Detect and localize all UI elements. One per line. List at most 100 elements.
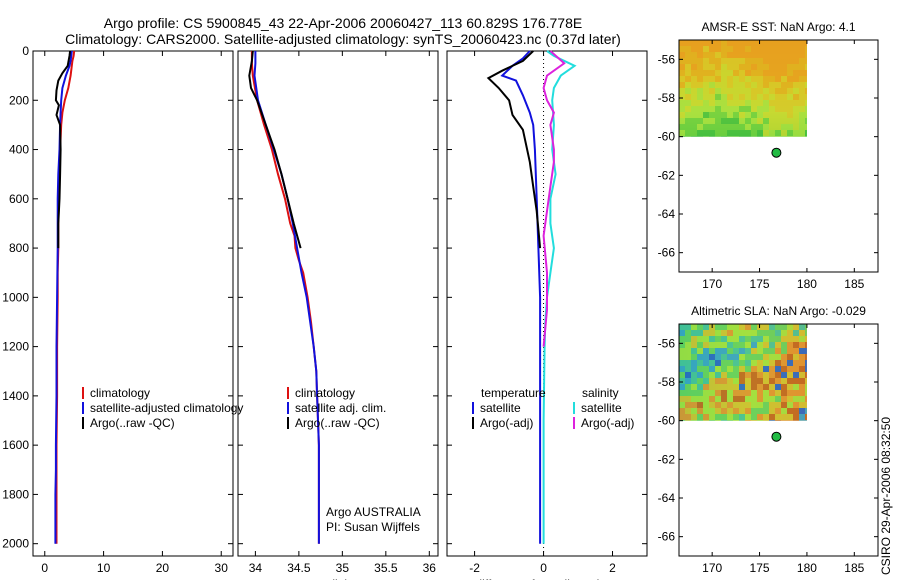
sla-field-cell bbox=[745, 372, 751, 378]
sla-field-cell bbox=[769, 396, 775, 402]
sla-field-cell bbox=[793, 408, 799, 414]
sla-field-cell bbox=[703, 372, 709, 378]
sst-field-cell bbox=[775, 46, 781, 52]
sst-field-cell bbox=[757, 82, 763, 88]
sst-field-cell bbox=[727, 106, 733, 112]
temperature-xtick-label: 30 bbox=[215, 561, 229, 575]
sst-field-cell bbox=[709, 100, 715, 106]
sst-field-cell bbox=[805, 58, 807, 64]
sla-field-cell bbox=[733, 396, 739, 402]
sst-field-cell bbox=[727, 88, 733, 94]
sla-field-cell bbox=[733, 324, 739, 330]
sla-field-cell bbox=[715, 384, 721, 390]
sla-field-cell bbox=[745, 354, 751, 360]
sst-field-cell bbox=[703, 64, 709, 70]
sla-field-cell bbox=[763, 390, 769, 396]
sla-field-cell bbox=[781, 372, 787, 378]
sla-field-cell bbox=[691, 348, 697, 354]
sst-field-cell bbox=[805, 52, 807, 58]
sla-field-cell bbox=[709, 414, 715, 420]
depth-tick-label: 1800 bbox=[2, 487, 29, 501]
sla-field-cell bbox=[763, 336, 769, 342]
sst-field-cell bbox=[679, 46, 685, 52]
sst-field-cell bbox=[793, 46, 799, 52]
sla-lon-tick-label: 175 bbox=[750, 561, 770, 575]
sla-field-cell bbox=[739, 360, 745, 366]
salinity-xtick-label: 35 bbox=[336, 561, 350, 575]
sla-field-cell bbox=[769, 342, 775, 348]
sst-field-cell bbox=[763, 40, 769, 46]
temperature-series-line bbox=[54, 50, 73, 544]
difference-series-line bbox=[542, 50, 566, 347]
sla-field-cell bbox=[763, 408, 769, 414]
sla-field-cell bbox=[757, 348, 763, 354]
sla-field-cell bbox=[721, 336, 727, 342]
salinity-panel: 34 34.5 35 35.5 36 salinity climatologysatelli… bbox=[237, 50, 439, 580]
sst-field-cell bbox=[805, 88, 807, 94]
sst-field-cell bbox=[787, 124, 793, 130]
sla-field-cell bbox=[757, 372, 763, 378]
sla-field-cell bbox=[739, 372, 745, 378]
sst-field-cell bbox=[679, 70, 685, 76]
sla-field-cell bbox=[697, 330, 703, 336]
sla-field-cell bbox=[781, 342, 787, 348]
sla-field-cell bbox=[739, 336, 745, 342]
sla-field-cell bbox=[745, 384, 751, 390]
sst-field-cell bbox=[709, 136, 715, 137]
sst-field-cell bbox=[775, 100, 781, 106]
sla-field-cell bbox=[739, 390, 745, 396]
sst-field-cell bbox=[691, 82, 697, 88]
sst-field-cell bbox=[715, 118, 721, 124]
sla-field-cell bbox=[691, 372, 697, 378]
sla-field-cell bbox=[799, 390, 805, 396]
sla-field-cell bbox=[679, 354, 685, 360]
sla-field-cell bbox=[769, 408, 775, 414]
sla-field-cell bbox=[721, 414, 727, 420]
sst-field-cell bbox=[715, 124, 721, 130]
sla-field-cell bbox=[727, 420, 733, 421]
sla-field-cell bbox=[799, 330, 805, 336]
sst-field-cell bbox=[697, 52, 703, 58]
sla-field-cell bbox=[709, 384, 715, 390]
difference-legend-label: temperature bbox=[481, 386, 546, 400]
sst-field-cell bbox=[733, 100, 739, 106]
sla-field-cell bbox=[715, 342, 721, 348]
sla-field-cell bbox=[679, 384, 685, 390]
sla-field-cell bbox=[715, 330, 721, 336]
sst-field-cell bbox=[697, 82, 703, 88]
sla-field-cell bbox=[709, 390, 715, 396]
sst-field-cell bbox=[733, 70, 739, 76]
sst-field-cell bbox=[763, 46, 769, 52]
sst-field-cell bbox=[793, 82, 799, 88]
sst-field-cell bbox=[727, 94, 733, 100]
sst-field-cell bbox=[703, 118, 709, 124]
sst-field-cell bbox=[751, 118, 757, 124]
sst-field-cell bbox=[751, 40, 757, 46]
sla-field-cell bbox=[715, 366, 721, 372]
sla-field-cell bbox=[751, 378, 757, 384]
sla-field-cell bbox=[787, 366, 793, 372]
sla-field-cell bbox=[709, 360, 715, 366]
sst-field-cell bbox=[769, 46, 775, 52]
sla-field-cell bbox=[679, 330, 685, 336]
sla-field-cell bbox=[721, 342, 727, 348]
sla-field-cell bbox=[781, 384, 787, 390]
sst-field-cell bbox=[781, 82, 787, 88]
sla-field-cell bbox=[685, 408, 691, 414]
sst-field-cell bbox=[745, 40, 751, 46]
sst-argo-position-marker bbox=[771, 147, 782, 158]
sst-field-cell bbox=[775, 136, 781, 137]
sst-field-cell bbox=[685, 76, 691, 82]
sst-field-cell bbox=[691, 100, 697, 106]
sla-field-cell bbox=[691, 390, 697, 396]
sla-field-cell bbox=[757, 366, 763, 372]
sla-field-cell bbox=[727, 360, 733, 366]
sst-field-cell bbox=[703, 70, 709, 76]
sla-field-cell bbox=[751, 408, 757, 414]
sla-field-cell bbox=[733, 336, 739, 342]
sst-field-cell bbox=[691, 88, 697, 94]
sla-field-cell bbox=[685, 330, 691, 336]
sst-field-cell bbox=[799, 70, 805, 76]
sst-field-cell bbox=[751, 112, 757, 118]
